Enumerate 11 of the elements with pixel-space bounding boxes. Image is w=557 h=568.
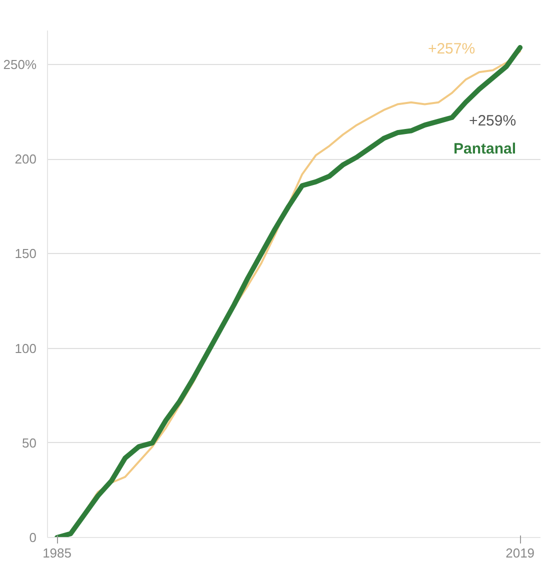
annotation: +257%: [428, 40, 476, 58]
series-label: Pantanal: [454, 140, 516, 158]
y-tick-label: 150: [14, 246, 37, 262]
y-tick-label: 200: [14, 152, 37, 167]
y-tick-label: 100: [14, 340, 37, 356]
y-tick-label: 250%: [3, 57, 37, 72]
y-tick-label: 50: [22, 435, 37, 450]
y-tick-label: 0: [29, 530, 37, 545]
annotation: +259%: [468, 112, 516, 130]
x-tick-label: 2019: [506, 546, 535, 560]
x-tick-label: 1985: [42, 546, 72, 560]
